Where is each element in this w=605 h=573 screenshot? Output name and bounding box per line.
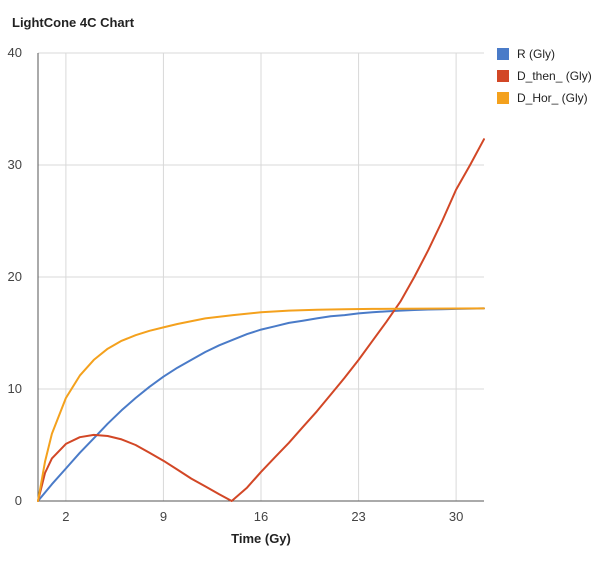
- chart-title: LightCone 4C Chart: [12, 15, 135, 30]
- legend-swatch-1: [497, 48, 509, 60]
- legend-swatch-2: [497, 70, 509, 82]
- x-tick-label: 2: [62, 509, 69, 524]
- series-line-2: [37, 138, 485, 502]
- x-axis-label: Time (Gy): [231, 531, 291, 546]
- legend-label-3: D_Hor_ (Gly): [517, 91, 588, 105]
- y-tick-label: 10: [8, 381, 22, 396]
- gridlines: [38, 52, 484, 501]
- x-tick-label: 9: [160, 509, 167, 524]
- legend: R (Gly) D_then_ (Gly) D_Hor_ (Gly): [497, 47, 592, 105]
- x-tick-label: 23: [351, 509, 365, 524]
- y-tick-label: 40: [8, 45, 22, 60]
- tick-labels: 0 10 20 30 40 2 9 16 23 30: [8, 45, 464, 524]
- y-tick-label: 20: [8, 269, 22, 284]
- legend-label-1: R (Gly): [517, 47, 555, 61]
- y-tick-label: 0: [15, 493, 22, 508]
- y-tick-label: 30: [8, 157, 22, 172]
- x-tick-label: 16: [254, 509, 268, 524]
- x-tick-label: 30: [449, 509, 463, 524]
- legend-swatch-3: [497, 92, 509, 104]
- legend-label-2: D_then_ (Gly): [517, 69, 592, 83]
- series-line-1: [37, 307, 485, 502]
- series-lines: [37, 138, 485, 502]
- axes: [37, 53, 484, 502]
- series-line-3: [37, 307, 485, 502]
